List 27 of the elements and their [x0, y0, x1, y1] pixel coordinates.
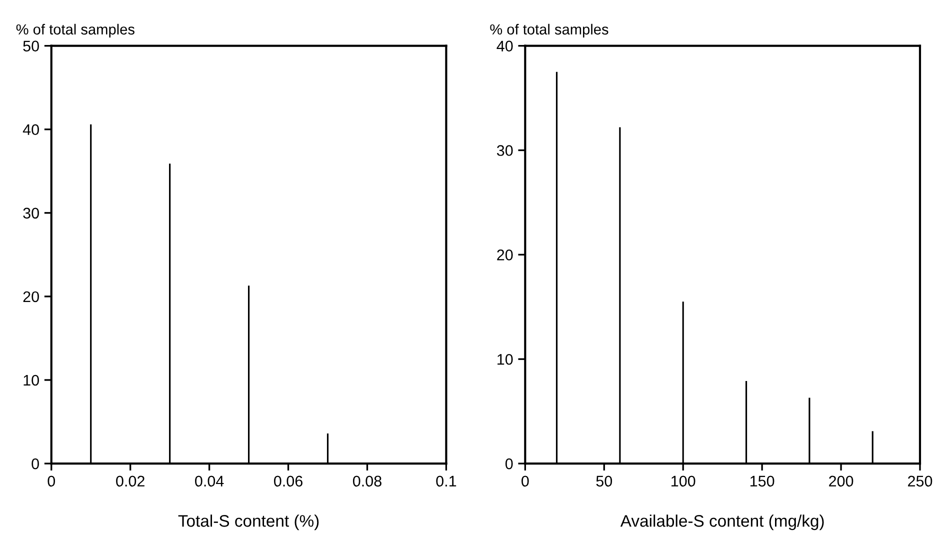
y-tick-label: 30 [23, 208, 39, 219]
y-tick-label: 20 [497, 250, 513, 260]
x-tick-label: 0.04 [195, 476, 224, 487]
x-tick-label: 0.08 [352, 476, 382, 487]
y-tick-label: 40 [496, 40, 513, 52]
x-tick-label: 0 [48, 476, 56, 487]
y-tick-label: 10 [24, 374, 39, 386]
x-tick-label: 50 [596, 476, 612, 487]
x-axis-title: Total-S content (%) [178, 514, 319, 530]
y-axis-title: % of total samples [490, 24, 608, 38]
y-tick-label: 0 [505, 458, 513, 470]
x-tick-label: 150 [750, 476, 774, 487]
y-tick-label: 20 [23, 291, 39, 302]
y-tick-label: 30 [496, 145, 513, 156]
y-tick-label: 0 [32, 458, 39, 470]
x-axis-title: Available-S content (mg/kg) [620, 514, 824, 530]
x-tick-label: 250 [908, 476, 932, 487]
y-tick-label: 50 [23, 40, 39, 52]
x-tick-label: 200 [829, 476, 854, 487]
y-axis-title: % of total samples [16, 24, 134, 38]
x-tick-label: 0.1 [436, 476, 456, 487]
x-tick-label: 100 [672, 476, 696, 487]
x-tick-label: 0 [522, 476, 529, 487]
x-tick-label: 0.02 [116, 476, 144, 487]
y-tick-label: 40 [22, 124, 39, 136]
x-tick-label: 0.06 [274, 476, 302, 487]
y-tick-label: 10 [498, 354, 513, 365]
